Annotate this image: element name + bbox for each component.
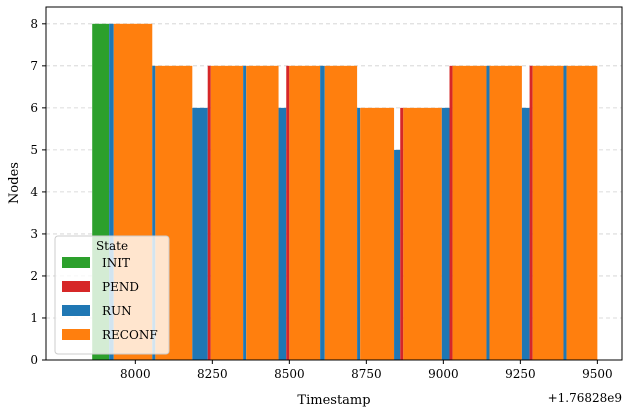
- bar-reconf: [403, 107, 442, 360]
- y-tick-label: 6: [30, 101, 38, 115]
- x-tick-label: 8500: [274, 367, 305, 381]
- legend-swatch-init: [62, 257, 90, 268]
- bar-run: [152, 65, 156, 360]
- legend-label-pend: PEND: [102, 280, 139, 294]
- x-offset-label: +1.76828e9: [548, 391, 622, 405]
- bar-reconf: [566, 65, 598, 360]
- bar-reconf: [324, 65, 358, 360]
- y-tick-label: 5: [30, 143, 38, 157]
- x-tick-label: 8250: [197, 367, 228, 381]
- x-tick-label: 8750: [351, 367, 382, 381]
- bar-run: [320, 65, 325, 360]
- x-axis-label: Timestamp: [297, 393, 370, 408]
- bar-run: [486, 65, 490, 360]
- bar-pend: [207, 65, 211, 360]
- bar-reconf: [532, 65, 564, 360]
- bar-reconf: [246, 65, 279, 360]
- bar-reconf: [452, 65, 487, 360]
- x-axis-ticks: 8000 8250 8500 8750 9000 9250 9500: [120, 360, 613, 381]
- bar-run: [109, 23, 114, 361]
- legend-label-reconf: RECONF: [102, 328, 158, 342]
- x-tick-label: 8000: [120, 367, 151, 381]
- legend-label-init: INIT: [102, 256, 130, 270]
- legend-label-run: RUN: [102, 304, 132, 318]
- y-tick-label: 7: [30, 59, 38, 73]
- bar-run: [521, 107, 530, 360]
- bar-run: [394, 149, 401, 360]
- plot-frame: [45, 6, 623, 361]
- y-tick-label: 1: [30, 311, 38, 325]
- bar-run: [441, 107, 450, 360]
- legend-swatch-reconf: [62, 329, 90, 340]
- bar-pend: [529, 65, 533, 360]
- x-tick-label: 9250: [505, 367, 536, 381]
- x-tick-label: 9000: [428, 367, 459, 381]
- bar-reconf: [289, 65, 321, 360]
- bar-run: [243, 65, 247, 360]
- bar-run: [192, 107, 208, 360]
- bar-pend: [286, 65, 290, 360]
- legend-swatch-pend: [62, 281, 90, 292]
- bar-pend: [449, 65, 453, 360]
- bar-run: [563, 65, 567, 360]
- y-tick-label: 0: [30, 353, 38, 367]
- y-axis-label: Nodes: [7, 162, 22, 204]
- legend-swatch-run: [62, 305, 90, 316]
- y-tick-label: 4: [30, 185, 38, 199]
- y-tick-label: 8: [30, 17, 38, 31]
- y-tick-label: 3: [30, 227, 38, 241]
- bar-run: [357, 107, 361, 360]
- legend-title: State: [96, 239, 128, 253]
- bar-run: [278, 107, 287, 360]
- legend: State INIT PEND RUN RECONF: [54, 235, 170, 355]
- bar-reconf: [489, 65, 522, 360]
- bar-pend: [400, 107, 404, 360]
- y-tick-label: 2: [30, 269, 38, 283]
- y-axis-ticks: 0 1 2 3 4 5 6 7 8: [30, 17, 46, 367]
- bar-reconf: [360, 107, 395, 360]
- legend-items: INIT PEND RUN RECONF: [62, 256, 158, 342]
- bar-reconf: [210, 65, 244, 360]
- x-tick-label: 9500: [582, 367, 613, 381]
